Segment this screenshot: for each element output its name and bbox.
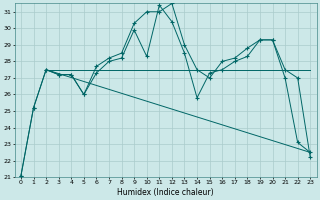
X-axis label: Humidex (Indice chaleur): Humidex (Indice chaleur)	[117, 188, 214, 197]
